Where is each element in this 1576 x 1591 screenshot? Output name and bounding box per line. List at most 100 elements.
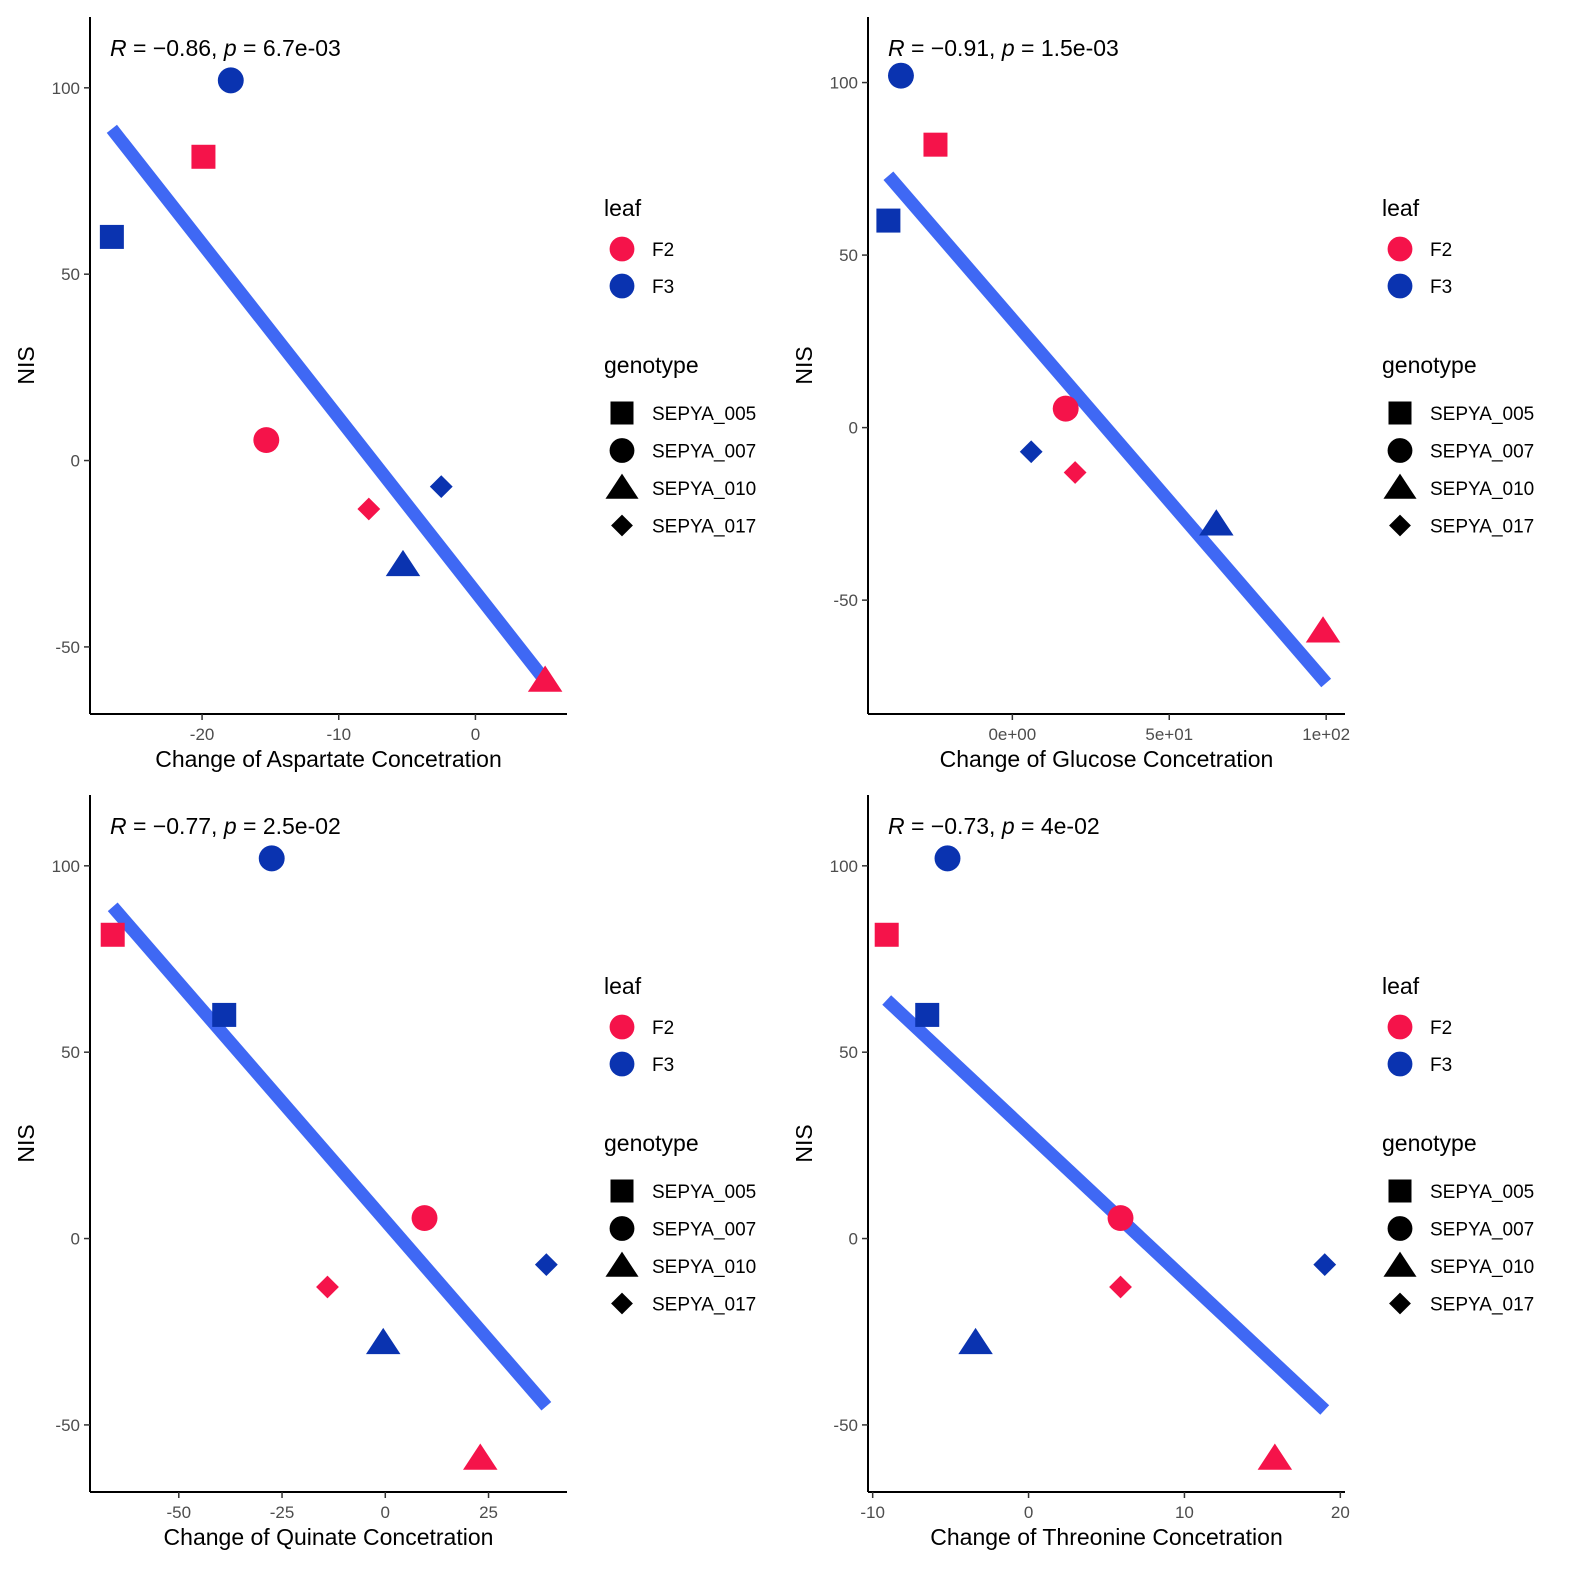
y-tick-label: 100 — [830, 857, 858, 876]
legend-genotype-label: SEPYA_007 — [652, 442, 756, 463]
legend-title-leaf: leaf — [604, 973, 642, 999]
data-point — [958, 1327, 993, 1355]
legend-title-genotype: genotype — [604, 1130, 699, 1156]
legend-genotype-label: SEPYA_010 — [652, 1257, 756, 1278]
y-axis-title: NIS — [791, 1124, 817, 1162]
y-tick-label: 50 — [61, 265, 80, 284]
legend-genotype-label: SEPYA_010 — [652, 479, 756, 500]
legend-genotype-key — [610, 1179, 634, 1203]
annot-p-value: = 1.5e-03 — [1015, 35, 1119, 61]
y-tick-label: -50 — [55, 638, 80, 657]
y-tick-label: 50 — [839, 1043, 858, 1062]
y-tick-label: 50 — [839, 246, 858, 265]
annot-p-value: = 4e-02 — [1015, 813, 1100, 839]
legend-genotype-key — [1387, 438, 1413, 463]
legend-genotype-key — [605, 1251, 639, 1277]
legend: leaf F2 F3 genotype SEPYA_005 SEPYA_007 SEPYA_… — [1382, 195, 1534, 538]
annot-r-value: = −0.73, — [905, 813, 1002, 839]
x-tick-label: 5e+01 — [1145, 725, 1193, 744]
legend-genotype-label: SEPYA_017 — [652, 517, 756, 538]
y-tick-label: -50 — [833, 591, 858, 610]
x-tick-label: -50 — [167, 1503, 192, 1522]
legend-genotype-key — [605, 473, 639, 499]
data-point — [253, 427, 280, 454]
annot-p-symbol: p — [1001, 35, 1015, 61]
data-point — [1305, 616, 1341, 643]
chart-panel-1: -50 0 50 100 -20 -10 0 Change of Aspartate Conc… — [13, 17, 756, 772]
legend-genotype-key — [1389, 1292, 1411, 1315]
data-point — [923, 132, 948, 157]
x-tick-label: -10 — [326, 725, 351, 744]
correlation-annotation: R = −0.91, p = 1.5e-03 — [888, 35, 1119, 61]
data-point — [429, 475, 453, 499]
data-point — [1107, 1205, 1134, 1232]
data-point — [463, 1443, 498, 1470]
data-point — [385, 549, 421, 577]
data-point — [258, 845, 285, 872]
y-tick-label: 50 — [61, 1043, 80, 1062]
x-axis-title: Change of Threonine Concetration — [930, 1524, 1282, 1550]
annot-p-symbol: p — [1001, 813, 1015, 839]
chart-panel-2: -50 0 50 100 0e+00 5e+01 1e+02 Change of Glucos… — [791, 17, 1534, 772]
x-axis-title: Change of Quinate Concetration — [164, 1524, 494, 1550]
data-point — [887, 62, 914, 89]
x-tick-label: -25 — [270, 1503, 295, 1522]
legend-genotype-label: SEPYA_017 — [1430, 1295, 1534, 1316]
annot-r-value: = −0.77, — [127, 813, 224, 839]
y-axis-title: NIS — [13, 1124, 39, 1162]
y-tick-label: 100 — [52, 857, 80, 876]
legend-genotype-key — [611, 514, 633, 537]
data-point — [1052, 395, 1079, 422]
data-point — [357, 497, 381, 521]
legend-genotype-label: SEPYA_017 — [652, 1295, 756, 1316]
annot-r-symbol: R — [110, 813, 127, 839]
legend-genotype-label: SEPYA_005 — [652, 404, 756, 425]
legend-genotype-key — [1388, 401, 1412, 425]
data-point — [411, 1205, 438, 1232]
regression-line — [107, 902, 552, 1411]
legend-leaf-key — [1387, 273, 1413, 299]
x-tick-label: 20 — [1331, 1503, 1350, 1522]
x-tick-label: -10 — [860, 1503, 885, 1522]
data-point — [527, 665, 563, 692]
x-tick-label: 0 — [471, 725, 480, 744]
annot-p-value: = 6.7e-03 — [237, 35, 341, 61]
chart-panel-3: -50 0 50 100 -50 -25 0 25 Change of Quinate Conc… — [13, 795, 756, 1550]
regression-line — [882, 995, 1330, 1415]
legend-title-genotype: genotype — [1382, 352, 1477, 378]
annot-p-symbol: p — [223, 813, 237, 839]
correlation-annotation: R = −0.73, p = 4e-02 — [888, 813, 1100, 839]
legend-leaf-key — [1387, 236, 1413, 262]
annot-r-symbol: R — [110, 35, 127, 61]
legend-leaf-key — [609, 1051, 635, 1077]
legend-genotype-key — [609, 438, 635, 463]
y-tick-label: 0 — [849, 419, 858, 438]
data-point — [1199, 509, 1234, 536]
legend-leaf-label: F2 — [652, 1018, 674, 1039]
data-point — [1019, 440, 1043, 464]
legend: leaf F2 F3 genotype SEPYA_005 SEPYA_007 SEPYA_… — [604, 973, 756, 1316]
annot-r-symbol: R — [888, 813, 905, 839]
legend-title-leaf: leaf — [1382, 195, 1420, 221]
x-axis-title: Change of Aspartate Concetration — [155, 746, 502, 772]
legend-genotype-key — [1383, 473, 1417, 499]
data-point — [1313, 1253, 1337, 1277]
annot-r-value: = −0.91, — [905, 35, 1002, 61]
legend-genotype-key — [1387, 1216, 1413, 1241]
x-tick-label: 25 — [479, 1503, 498, 1522]
data-point — [1109, 1275, 1132, 1299]
y-tick-label: 0 — [849, 1230, 858, 1249]
data-point — [534, 1253, 558, 1277]
x-tick-label: 1e+02 — [1302, 725, 1350, 744]
y-tick-label: 0 — [71, 452, 80, 471]
data-point — [191, 144, 216, 169]
x-tick-label: 0e+00 — [988, 725, 1036, 744]
x-axis-title: Change of Glucose Concetration — [940, 746, 1274, 772]
annot-p-value: = 2.5e-02 — [237, 813, 341, 839]
data-point — [876, 208, 901, 233]
data-point — [100, 922, 125, 947]
legend-leaf-key — [1387, 1051, 1413, 1077]
legend-genotype-label: SEPYA_005 — [1430, 404, 1534, 425]
legend-leaf-label: F2 — [1430, 240, 1452, 261]
y-tick-label: -50 — [833, 1416, 858, 1435]
